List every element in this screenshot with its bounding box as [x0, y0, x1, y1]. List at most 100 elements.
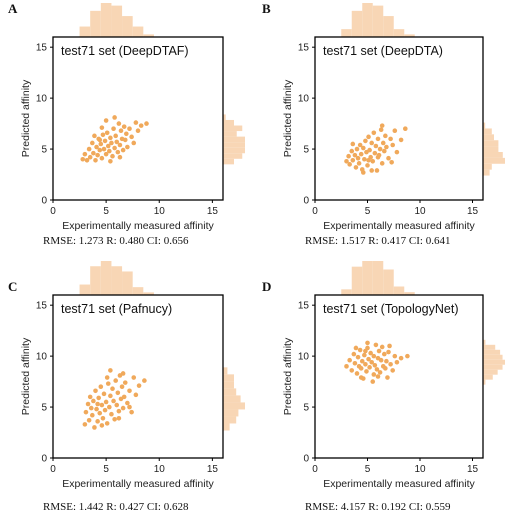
plot-frame — [314, 294, 484, 459]
data-point — [131, 375, 137, 380]
data-point — [120, 405, 126, 411]
data-point — [371, 353, 377, 359]
data-point — [90, 140, 95, 146]
data-point — [114, 139, 120, 145]
data-point — [99, 155, 105, 161]
data-point — [99, 402, 105, 408]
data-point — [382, 148, 387, 154]
y-hist-bar — [223, 142, 245, 148]
x-tick-label: 5 — [103, 206, 109, 217]
y-hist-bar — [483, 152, 503, 158]
x-hist-bar — [122, 271, 133, 295]
data-point — [354, 146, 360, 152]
x-hist-bar — [90, 266, 101, 295]
x-hist-bar — [143, 34, 154, 37]
panel-letter: C — [8, 279, 17, 294]
data-point — [377, 370, 383, 375]
data-point — [108, 135, 113, 141]
data-point — [384, 358, 389, 364]
y-hist-bar — [483, 369, 498, 375]
data-point — [104, 130, 110, 136]
data-point — [107, 148, 112, 154]
y-hist-bar — [223, 367, 228, 375]
data-point — [92, 133, 97, 139]
data-point — [369, 168, 375, 173]
data-point — [113, 378, 118, 383]
y-tick-label: 5 — [303, 403, 309, 414]
chart-title: test71 set (DeepDTA) — [323, 44, 443, 58]
data-point — [349, 148, 355, 154]
data-point — [105, 381, 111, 386]
panel-letter: B — [262, 1, 271, 16]
data-point — [119, 384, 125, 389]
data-point — [136, 383, 142, 388]
data-point — [116, 121, 122, 126]
data-point — [390, 368, 396, 373]
y-hist-bar — [223, 395, 241, 403]
plot-frame — [52, 294, 224, 459]
x-hist-bar — [393, 29, 405, 37]
data-point — [103, 399, 109, 405]
data-point — [387, 343, 392, 349]
data-point — [91, 150, 96, 156]
data-point — [357, 347, 363, 353]
y-hist-bar — [483, 344, 496, 350]
y-tick-label: 10 — [298, 94, 310, 105]
data-point — [394, 149, 400, 155]
data-point — [362, 352, 367, 358]
data-point — [352, 152, 358, 158]
data-point — [349, 368, 355, 373]
data-point — [83, 409, 89, 415]
data-point — [144, 121, 149, 126]
data-point — [103, 151, 109, 157]
data-point — [385, 375, 390, 380]
data-point — [356, 161, 362, 166]
data-point — [120, 147, 126, 153]
data-point — [125, 144, 130, 150]
data-point — [133, 120, 139, 125]
y-hist-bar — [223, 119, 234, 126]
data-point — [390, 142, 396, 148]
data-point — [86, 146, 92, 152]
chart-title: test71 set (TopologyNet) — [323, 302, 459, 316]
data-point — [96, 395, 101, 401]
y-hist-bar — [483, 379, 486, 385]
data-point — [377, 146, 383, 152]
x-hist-bar — [122, 16, 133, 37]
x-hist-bar — [351, 10, 363, 38]
data-point — [398, 355, 404, 361]
data-point — [367, 147, 372, 153]
x-hist-bar — [341, 289, 352, 295]
y-axis-label: Predicted affinity — [282, 79, 294, 157]
data-point — [116, 415, 122, 421]
data-point — [361, 145, 366, 151]
data-point — [353, 345, 359, 351]
x-hist-bar — [362, 3, 373, 37]
data-point — [379, 123, 385, 128]
x-hist-bar — [341, 29, 352, 37]
data-point — [87, 154, 93, 160]
data-point — [353, 165, 359, 170]
data-point — [91, 398, 96, 404]
y-hist-bar — [223, 147, 245, 154]
data-point — [97, 147, 103, 153]
data-point — [383, 133, 388, 139]
y-hist-bar — [223, 388, 237, 396]
data-point — [386, 349, 391, 355]
y-tick-label: 15 — [36, 301, 48, 312]
data-point — [366, 157, 371, 163]
x-hist-bar — [132, 287, 144, 295]
data-point — [372, 362, 378, 368]
data-point — [388, 136, 393, 142]
y-hist-bar — [483, 364, 503, 370]
y-hist-bar — [223, 374, 234, 382]
data-point — [364, 369, 369, 374]
data-point — [372, 150, 378, 156]
y-tick-label: 10 — [36, 94, 48, 105]
data-point — [80, 156, 86, 162]
y-hist-bar — [483, 134, 494, 141]
data-point — [375, 374, 381, 379]
data-point — [350, 141, 356, 147]
x-tick-label: 15 — [207, 206, 219, 217]
x-hist-bar — [393, 286, 405, 295]
